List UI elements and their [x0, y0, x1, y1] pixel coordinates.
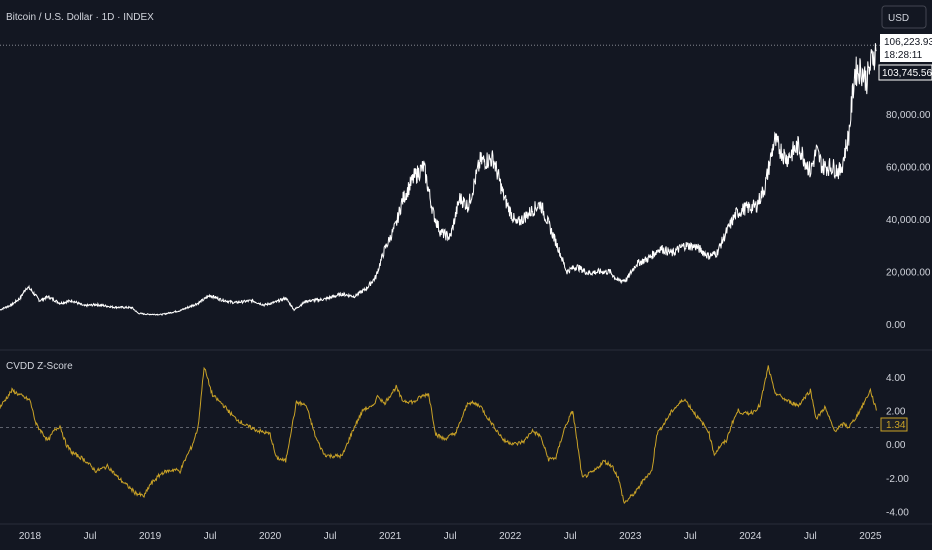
countdown-label: 18:28:11 [884, 50, 923, 61]
price-axis-tick: 80,000.00 [886, 110, 931, 121]
time-axis-tick: 2024 [739, 531, 762, 542]
chart-title: Bitcoin / U.S. Dollar · 1D · INDEX [6, 12, 154, 23]
time-axis-tick: Jul [324, 531, 337, 542]
price-axis-tick: 60,000.00 [886, 163, 931, 174]
time-axis-tick: Jul [564, 531, 577, 542]
time-axis-tick: Jul [444, 531, 457, 542]
indicator-axis-tick: 4.00 [886, 373, 906, 384]
indicator-axis-tick: -2.00 [886, 474, 909, 485]
price-axis-tick: 20,000.00 [886, 268, 931, 279]
time-axis[interactable]: 2018 Jul 2019 Jul 2020 Jul 2021 Jul 2022 Jul 2023 J… [19, 531, 882, 542]
indicator-axis-tick: -4.00 [886, 508, 909, 519]
time-axis-tick: 2020 [259, 531, 282, 542]
price-axis-tick: 40,000.00 [886, 215, 931, 226]
time-axis-tick: 2022 [499, 531, 522, 542]
indicator-series-line [0, 365, 877, 504]
price-axis-tick: 0.00 [886, 320, 906, 331]
time-axis-tick: 2025 [859, 531, 882, 542]
indicator-axis-tick: 0.00 [886, 440, 906, 451]
indicator-axis[interactable]: 4.00 2.00 0.00 -2.00 -4.00 [886, 373, 909, 519]
indicator-last-label: 1.34 [886, 420, 906, 431]
last-price-label: 103,745.56 [882, 68, 932, 79]
high-price-label: 106,223.93 [884, 37, 932, 48]
time-axis-tick: Jul [84, 531, 97, 542]
price-axis[interactable]: 0.00 20,000.00 40,000.00 60,000.00 80,000.00 [886, 110, 931, 331]
time-axis-tick: 2023 [619, 531, 642, 542]
indicator-axis-tick: 2.00 [886, 407, 906, 418]
time-axis-tick: 2019 [139, 531, 162, 542]
currency-button-label: USD [888, 13, 909, 24]
currency-button[interactable]: USD [881, 5, 927, 29]
time-axis-tick: Jul [804, 531, 817, 542]
indicator-title: CVDD Z-Score [6, 361, 73, 372]
price-pane [0, 43, 880, 316]
time-axis-tick: 2021 [379, 531, 402, 542]
last-price-tag: 103,745.56 [878, 64, 932, 81]
time-axis-tick: Jul [684, 531, 697, 542]
indicator-last-tag: 1.34 [880, 417, 908, 432]
indicator-pane [0, 365, 880, 504]
time-axis-tick: 2018 [19, 531, 42, 542]
price-series-line [0, 43, 877, 316]
high-price-tag: 106,223.93 18:28:11 [880, 34, 932, 62]
time-axis-tick: Jul [204, 531, 217, 542]
